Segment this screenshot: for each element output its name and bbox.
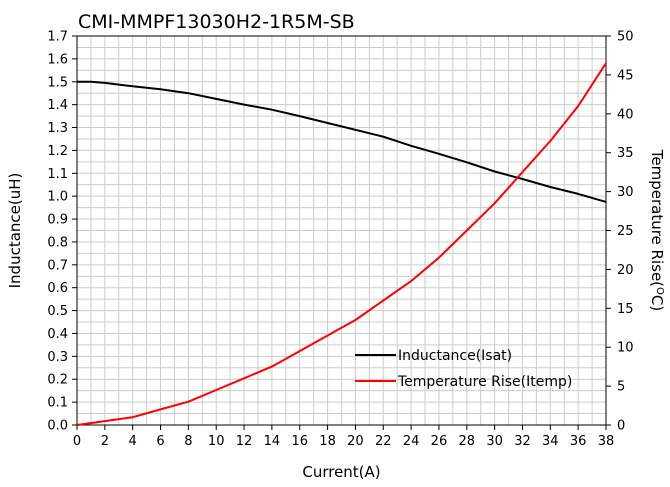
- y2-tick-label: 0: [617, 419, 625, 434]
- y2-axis-label-suffix: C): [648, 295, 666, 311]
- y-tick-label: 1.4: [47, 98, 68, 113]
- y2-tick-label: 40: [617, 107, 634, 122]
- legend-label-temperature: Temperature Rise(Itemp): [397, 374, 572, 390]
- y-tick-label: 0.3: [47, 350, 68, 365]
- y-tick-label: 0.5: [47, 304, 68, 319]
- series-line-inductance: [77, 80, 607, 203]
- x-tick-label: 26: [431, 434, 448, 449]
- y2-tick-label: 50: [617, 30, 634, 45]
- y-tick-label: 1.6: [47, 52, 68, 67]
- y-tick-label: 0.6: [47, 281, 68, 296]
- x-tick-label: 28: [459, 434, 476, 449]
- y2-tick-label: 20: [617, 263, 634, 278]
- y2-axis-label-prefix: Temperature Rise(: [648, 149, 666, 287]
- x-tick-label: 38: [598, 434, 615, 449]
- y2-axis-ticks: 0 5 10 15 20 25 30 35 40 45 50: [606, 30, 634, 434]
- y-tick-label: 0.8: [47, 235, 68, 250]
- x-tick-label: 32: [514, 434, 531, 449]
- y-tick-label: 1.7: [47, 30, 68, 45]
- y-tick-label: 0.0: [47, 419, 68, 434]
- y2-tick-label: 35: [617, 146, 634, 161]
- x-tick-label: 36: [570, 434, 587, 449]
- y-axis-label: Inductance(uH): [6, 173, 24, 289]
- y-axis-ticks: 0.0 0.1 0.2 0.3 0.4 0.5 0.6 0.7 0.8 0.9 1.0 1.1 1.2 1…: [47, 30, 77, 434]
- y-tick-label: 1.5: [47, 75, 68, 90]
- x-tick-label: 24: [403, 434, 420, 449]
- y-tick-label: 1.1: [47, 167, 68, 182]
- x-tick-label: 18: [319, 434, 336, 449]
- x-tick-label: 2: [101, 434, 109, 449]
- y-tick-label: 1.3: [47, 121, 68, 136]
- x-tick-label: 4: [129, 434, 137, 449]
- y2-tick-label: 25: [617, 224, 634, 239]
- y2-tick-label: 15: [617, 302, 634, 317]
- y-tick-label: 0.9: [47, 213, 68, 228]
- x-tick-label: 20: [347, 434, 364, 449]
- x-tick-label: 10: [208, 434, 225, 449]
- y2-tick-label: 30: [617, 185, 634, 200]
- y-tick-label: 1.2: [47, 144, 68, 159]
- series-line-temperature: [76, 62, 607, 426]
- legend: Inductance(Isat) Temperature Rise(Itemp): [355, 348, 572, 390]
- series-layer: [76, 62, 607, 426]
- y2-tick-label: 45: [617, 68, 634, 83]
- x-tick-label: 8: [184, 434, 192, 449]
- y-tick-label: 0.4: [47, 327, 68, 342]
- y2-axis-label: Temperature Rise(OC): [648, 149, 666, 311]
- x-tick-label: 0: [73, 434, 81, 449]
- y-tick-label: 1.0: [47, 190, 68, 205]
- x-tick-label: 16: [291, 434, 308, 449]
- y-tick-label: 0.2: [47, 373, 68, 388]
- x-tick-label: 12: [236, 434, 253, 449]
- y2-axis-label-degree: O: [655, 287, 666, 295]
- grid: [76, 35, 607, 426]
- x-axis-ticks: 0 2 4 6 8 10 12 14 16 18 20 22 24 26 28 30 32 34 36 38: [73, 425, 614, 449]
- y2-tick-label: 10: [617, 341, 634, 356]
- x-tick-label: 14: [264, 434, 281, 449]
- legend-label-inductance: Inductance(Isat): [398, 348, 512, 364]
- x-tick-label: 22: [375, 434, 392, 449]
- chart-title: CMI-MMPF13030H2-1R5M-SB: [78, 11, 355, 33]
- y-tick-label: 0.7: [47, 258, 68, 273]
- x-tick-label: 30: [486, 434, 503, 449]
- y-tick-label: 0.1: [47, 396, 68, 411]
- y2-tick-label: 5: [617, 380, 625, 395]
- x-tick-label: 6: [156, 434, 164, 449]
- x-axis-label: Current(A): [302, 463, 380, 481]
- x-tick-label: 34: [542, 434, 559, 449]
